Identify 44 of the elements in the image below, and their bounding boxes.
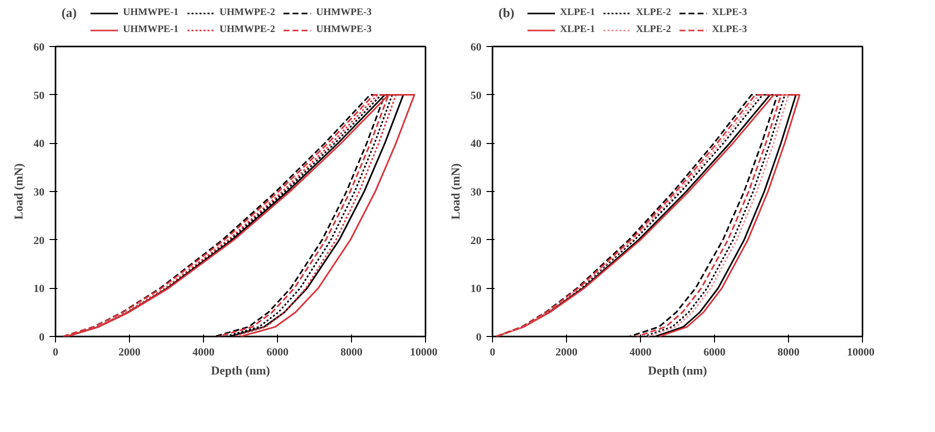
- y-tick-label: 50: [470, 90, 482, 102]
- y-tick-label: 0: [39, 332, 45, 344]
- legend-label: XLPE-2: [636, 24, 671, 35]
- chart-title: (a): [62, 5, 77, 20]
- x-tick-label: 10000: [410, 346, 438, 358]
- legend-label: UHMWPE-3: [316, 7, 372, 18]
- legend-label: XLPE-3: [712, 24, 747, 35]
- x-tick-label: 6000: [704, 346, 726, 358]
- legend-label: XLPE-2: [636, 7, 671, 18]
- chart-title: (b): [498, 5, 514, 20]
- legend-label: XLPE-1: [560, 7, 595, 18]
- y-tick-label: 60: [470, 42, 482, 54]
- legend-label: XLPE-1: [560, 24, 595, 35]
- y-axis-title: Load (mN): [12, 163, 26, 220]
- y-tick-label: 50: [34, 90, 45, 102]
- legend-label: UHMWPE-1: [123, 7, 179, 18]
- y-tick-label: 60: [34, 42, 45, 54]
- x-tick-label: 4000: [630, 346, 652, 358]
- y-tick-label: 20: [470, 234, 482, 247]
- y-tick-label: 10: [34, 283, 45, 296]
- y-tick-label: 30: [34, 186, 45, 198]
- legend-label: UHMWPE-3: [316, 24, 372, 35]
- y-tick-label: 40: [470, 138, 482, 150]
- y-tick-label: 20: [34, 234, 45, 247]
- x-axis-title: Depth (nm): [648, 364, 708, 378]
- x-tick-label: 4000: [192, 346, 215, 358]
- x-tick-label: 2000: [556, 346, 578, 358]
- x-tick-label: 6000: [266, 346, 289, 358]
- x-tick-label: 0: [490, 346, 496, 358]
- legend-label: UHMWPE-1: [123, 24, 179, 35]
- legend-label: UHMWPE-2: [220, 24, 276, 35]
- y-tick-label: 40: [34, 138, 45, 150]
- legend-label: UHMWPE-2: [220, 7, 276, 18]
- y-axis-title: Load (mN): [448, 163, 462, 220]
- y-tick-label: 0: [476, 332, 482, 344]
- x-tick-label: 8000: [340, 346, 363, 358]
- y-tick-label: 10: [470, 283, 482, 296]
- x-tick-label: 2000: [118, 346, 141, 358]
- legend-label: XLPE-3: [712, 7, 747, 18]
- x-axis-title: Depth (nm): [211, 364, 270, 378]
- x-tick-label: 8000: [778, 346, 800, 358]
- x-tick-label: 0: [52, 346, 59, 358]
- y-tick-label: 30: [470, 186, 482, 198]
- x-tick-label: 10000: [847, 346, 875, 358]
